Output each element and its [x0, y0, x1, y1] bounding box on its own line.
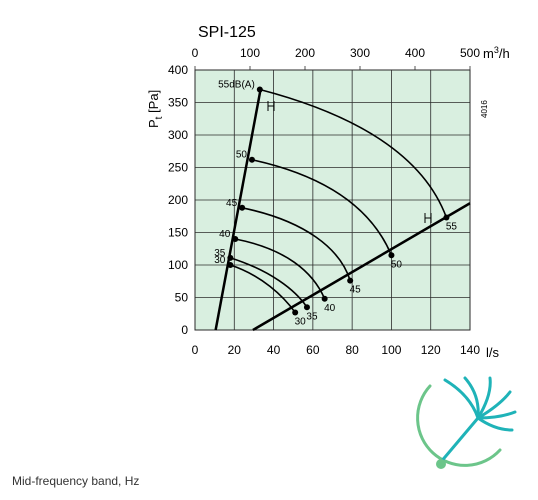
curve-end-label: 55 [446, 222, 458, 233]
y-tick-label: 200 [168, 193, 188, 207]
curve-start-point [256, 86, 263, 93]
curve-end-point [303, 304, 310, 311]
x-tick-label: 60 [306, 343, 320, 357]
y-tick-label: 0 [181, 323, 188, 337]
y-tick-label: 50 [175, 291, 189, 305]
curve-end-label: 40 [324, 303, 336, 314]
curve-label: 40 [219, 229, 231, 240]
curve-end-point [388, 252, 395, 259]
chart-code: 4016 [480, 100, 489, 118]
range-marker-right [424, 213, 432, 223]
curve-end-label: 50 [391, 259, 403, 270]
curve-start-point [239, 204, 246, 211]
system-line-2 [252, 202, 471, 332]
x-tick-label: 40 [267, 343, 281, 357]
curve-end-label: 35 [306, 311, 318, 322]
curve-label: 35 [214, 248, 226, 259]
y-tick-label: 250 [168, 161, 188, 175]
curve-end-point [321, 295, 328, 302]
x2-tick-label: 300 [350, 46, 370, 60]
x-axis-ticks: 0 20 40 60 80 100 120 140 [192, 343, 481, 357]
curve-points [227, 86, 450, 316]
x2-axis-ticks: 0 100 200 300 400 500 [192, 46, 481, 60]
curve-start-point [232, 236, 239, 242]
curve-end-point [443, 214, 450, 221]
x-tick-label: 80 [345, 343, 359, 357]
curve-end-label: 45 [350, 285, 362, 296]
noise-curve-45 [241, 207, 351, 281]
x2-tick-label: 100 [240, 46, 260, 60]
chart-title: SPI-125 [198, 24, 256, 41]
range-marker-top [267, 101, 275, 111]
y-tick-label: 350 [168, 96, 188, 110]
noise-curve-50 [251, 158, 393, 256]
curve-start-point [227, 254, 234, 261]
curve-label: 55dB(A) [218, 80, 255, 91]
curve-label: 30 [214, 255, 226, 266]
y-axis-label: Pt [Pa] [146, 90, 165, 128]
curve-label: 50 [236, 150, 248, 161]
y-tick-label: 150 [168, 226, 188, 240]
x-tick-label: 0 [192, 343, 199, 357]
x-tick-label: 100 [381, 343, 401, 357]
brand-logo [416, 376, 517, 469]
curve-end-point [347, 277, 354, 284]
curve-end-label: 30 [295, 316, 307, 327]
x2-tick-label: 500 [460, 46, 480, 60]
x-axis-label: l/s [486, 345, 500, 360]
y-tick-label: 400 [168, 63, 188, 77]
x-tick-label: 20 [228, 343, 242, 357]
x2-axis-label: m3/h [483, 45, 510, 61]
curve-start-point [227, 262, 234, 268]
x2-tick-label: 200 [295, 46, 315, 60]
system-lines [214, 87, 471, 332]
y-tick-label: 100 [168, 258, 188, 272]
caption: Mid-frequency band, Hz [12, 474, 140, 488]
x2-tick-label: 400 [405, 46, 425, 60]
x-tick-label: 140 [460, 343, 480, 357]
x2-tick-label: 0 [192, 46, 199, 60]
curve-label: 45 [226, 198, 238, 209]
system-line-1 [214, 87, 263, 331]
curve-start-point [248, 156, 255, 163]
y-axis-ticks: 0 50 100 150 200 250 300 350 400 [168, 63, 188, 337]
curve-end-point [292, 309, 299, 316]
y-tick-label: 300 [168, 128, 188, 142]
noise-curve-55dB(A) [259, 88, 448, 218]
x-tick-label: 120 [421, 343, 441, 357]
